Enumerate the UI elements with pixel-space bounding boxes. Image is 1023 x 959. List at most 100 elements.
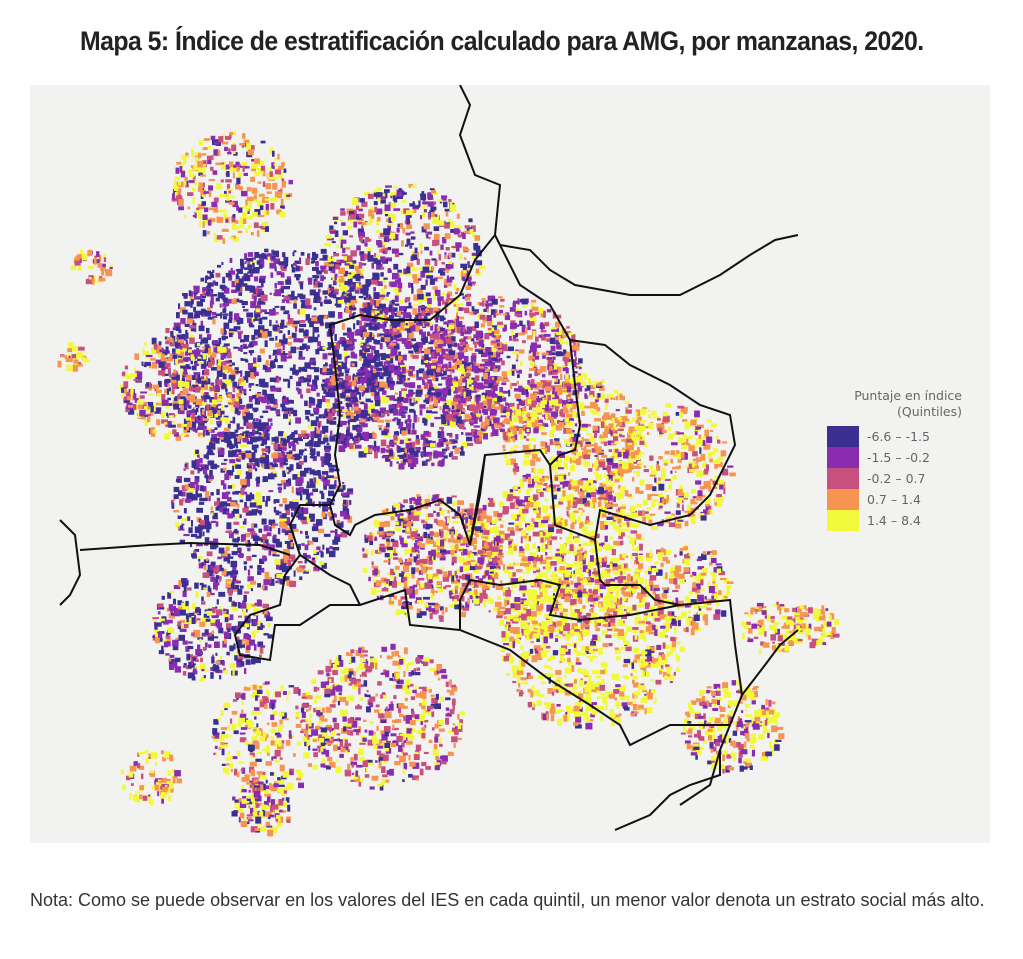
city-block bbox=[258, 528, 263, 533]
city-block bbox=[398, 188, 402, 192]
city-block bbox=[222, 508, 230, 515]
city-block bbox=[196, 286, 200, 292]
city-block bbox=[501, 378, 507, 382]
city-block bbox=[441, 348, 446, 355]
city-block bbox=[336, 343, 340, 350]
city-block bbox=[190, 360, 193, 365]
city-block bbox=[341, 222, 346, 226]
city-block bbox=[299, 346, 305, 351]
city-block bbox=[329, 499, 335, 502]
city-block bbox=[260, 165, 266, 171]
city-block bbox=[468, 362, 474, 365]
city-block bbox=[265, 203, 269, 210]
city-block bbox=[384, 285, 387, 289]
city-block bbox=[268, 354, 272, 359]
city-block bbox=[188, 486, 194, 493]
city-block bbox=[535, 336, 539, 342]
city-block bbox=[225, 385, 228, 392]
city-block bbox=[280, 198, 284, 206]
city-block bbox=[497, 349, 502, 353]
city-block bbox=[285, 523, 288, 531]
city-block bbox=[281, 406, 287, 412]
city-block bbox=[273, 442, 279, 450]
city-block bbox=[202, 221, 205, 228]
city-block bbox=[425, 292, 431, 297]
city-block bbox=[574, 461, 578, 464]
city-block bbox=[415, 438, 420, 444]
city-block bbox=[432, 216, 438, 224]
city-block bbox=[557, 467, 565, 470]
city-block bbox=[424, 258, 431, 265]
city-block bbox=[433, 233, 440, 241]
city-block bbox=[216, 235, 223, 240]
city-block bbox=[427, 194, 433, 200]
city-block bbox=[359, 198, 365, 203]
city-block bbox=[227, 423, 231, 429]
city-block bbox=[196, 301, 203, 307]
city-block bbox=[312, 267, 319, 271]
city-block bbox=[406, 224, 412, 229]
city-block bbox=[300, 376, 304, 379]
city-block bbox=[326, 402, 331, 408]
city-block bbox=[277, 457, 284, 463]
city-block bbox=[213, 407, 219, 411]
city-block bbox=[204, 278, 207, 283]
city-block bbox=[445, 380, 452, 386]
city-block bbox=[175, 195, 183, 201]
city-block bbox=[202, 521, 209, 525]
city-block bbox=[371, 413, 377, 417]
city-block bbox=[417, 293, 424, 300]
city-block bbox=[199, 520, 205, 526]
city-block bbox=[250, 273, 254, 277]
city-block bbox=[331, 375, 338, 383]
city-block bbox=[431, 190, 436, 194]
city-block bbox=[264, 248, 269, 253]
city-block bbox=[238, 434, 243, 439]
city-block bbox=[238, 292, 243, 296]
city-block bbox=[436, 347, 442, 353]
city-block bbox=[571, 411, 577, 418]
city-block bbox=[297, 561, 303, 564]
city-block bbox=[255, 418, 259, 421]
city-block bbox=[166, 388, 171, 395]
city-block bbox=[413, 205, 420, 208]
city-block bbox=[466, 293, 472, 297]
city-block bbox=[544, 423, 548, 427]
city-block bbox=[416, 417, 420, 422]
city-block bbox=[305, 535, 309, 539]
city-block bbox=[423, 223, 430, 230]
city-block bbox=[229, 459, 236, 464]
city-block bbox=[224, 438, 231, 443]
city-block bbox=[366, 282, 371, 287]
city-block bbox=[377, 197, 381, 202]
city-block bbox=[431, 365, 436, 369]
city-block bbox=[444, 254, 447, 260]
city-block bbox=[350, 307, 357, 311]
city-block bbox=[532, 453, 538, 460]
city-block bbox=[258, 419, 262, 424]
city-block bbox=[219, 564, 223, 571]
city-block bbox=[183, 477, 191, 483]
city-block bbox=[531, 299, 537, 303]
city-block bbox=[334, 303, 340, 306]
city-block bbox=[364, 446, 369, 454]
city-block bbox=[522, 305, 527, 308]
city-block bbox=[190, 326, 195, 332]
city-block bbox=[611, 463, 619, 469]
city-block bbox=[246, 196, 254, 201]
city-block bbox=[355, 283, 359, 288]
city-block bbox=[411, 287, 414, 294]
city-block bbox=[280, 403, 286, 408]
city-block bbox=[430, 443, 436, 448]
city-block bbox=[533, 428, 539, 434]
city-block bbox=[243, 308, 249, 312]
city-block bbox=[342, 230, 348, 236]
city-block bbox=[191, 520, 193, 527]
city-block bbox=[556, 328, 559, 332]
city-block bbox=[196, 517, 201, 523]
city-block bbox=[234, 528, 238, 531]
city-block bbox=[184, 464, 187, 468]
city-block bbox=[446, 293, 450, 301]
city-block bbox=[262, 410, 269, 413]
city-block bbox=[552, 356, 556, 360]
